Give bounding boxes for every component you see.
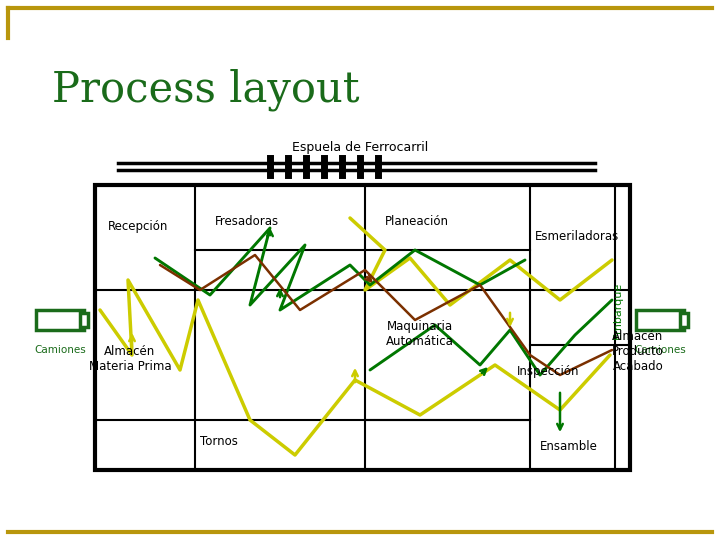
Text: Maquinaria
Automática: Maquinaria Automática	[386, 320, 454, 348]
Bar	[636, 310, 684, 330]
Text: Inspección: Inspección	[517, 365, 580, 378]
Text: Embarque: Embarque	[613, 281, 623, 339]
Text: Fresadoras: Fresadoras	[215, 215, 279, 228]
Text: Ensamble: Ensamble	[540, 440, 598, 453]
Bar	[80, 313, 88, 327]
Bar	[680, 313, 688, 327]
Text: Esmeriladoras: Esmeriladoras	[535, 230, 619, 243]
Text: Almacén
Producto
Acabado: Almacén Producto Acabado	[612, 330, 664, 373]
Text: Tornos: Tornos	[200, 435, 238, 448]
Text: Camiones: Camiones	[34, 345, 86, 355]
Text: Recepción: Recepción	[108, 220, 168, 233]
Text: Planeación: Planeación	[385, 215, 449, 228]
Bar	[36, 310, 84, 330]
Text: Process layout: Process layout	[52, 69, 359, 111]
Text: Camiones: Camiones	[634, 345, 686, 355]
Bar	[95, 185, 630, 470]
Text: Espuela de Ferrocarril: Espuela de Ferrocarril	[292, 141, 428, 154]
Text: Almacén
Materia Prima: Almacén Materia Prima	[89, 345, 171, 373]
